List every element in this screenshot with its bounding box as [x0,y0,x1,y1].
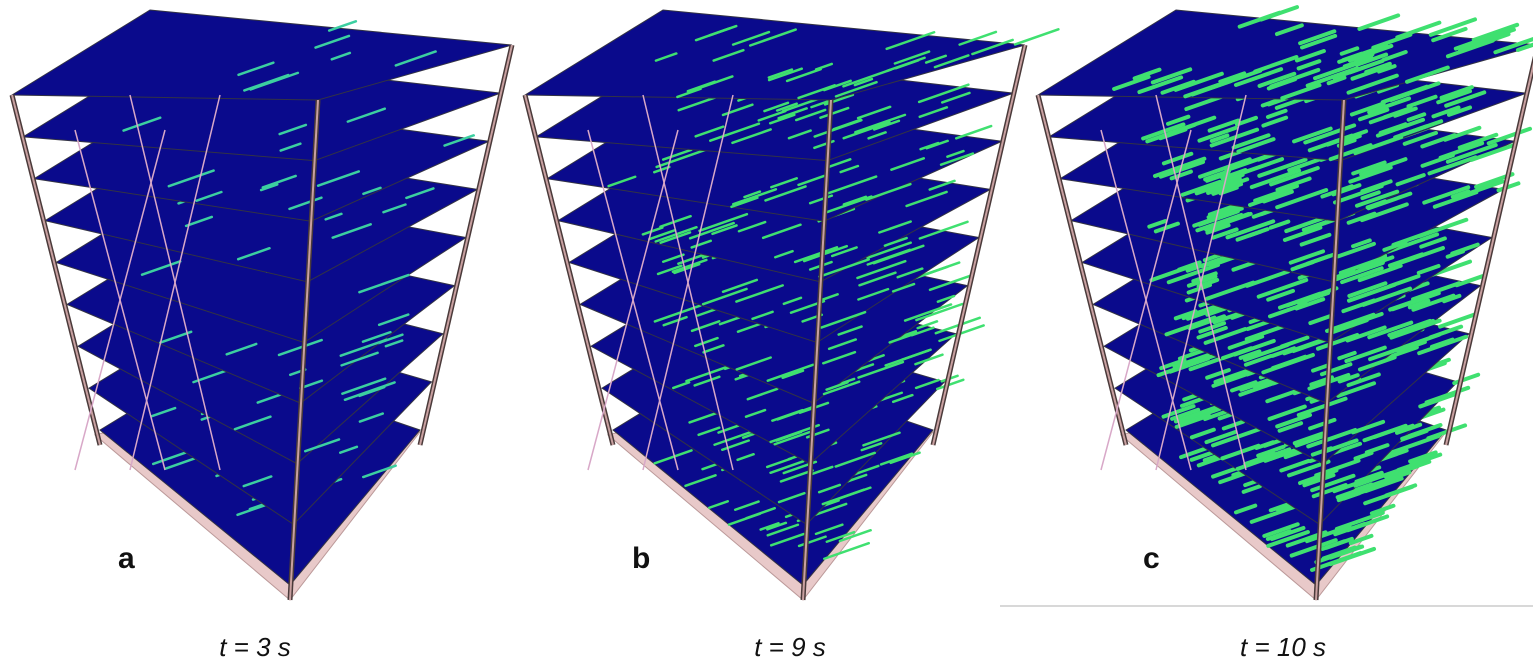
caption: t = 3 s [219,632,291,662]
panel-label: c [1143,542,1160,575]
panel-label: a [118,542,135,575]
crack-streak [1440,315,1474,327]
building-render [1038,7,1533,600]
crack-streak [956,126,991,138]
building-render [525,10,1058,600]
figure: a b c t = 3 s t = 9 s t = 10 s [0,0,1533,668]
crack-streak [1015,29,1058,44]
caption: t = 9 s [754,632,826,662]
building-render [12,10,512,600]
crack-streak [1454,375,1478,383]
crack-streak [1359,15,1398,29]
scenes [12,7,1533,600]
caption: t = 10 s [1240,632,1326,662]
panel-label: b [632,542,650,575]
